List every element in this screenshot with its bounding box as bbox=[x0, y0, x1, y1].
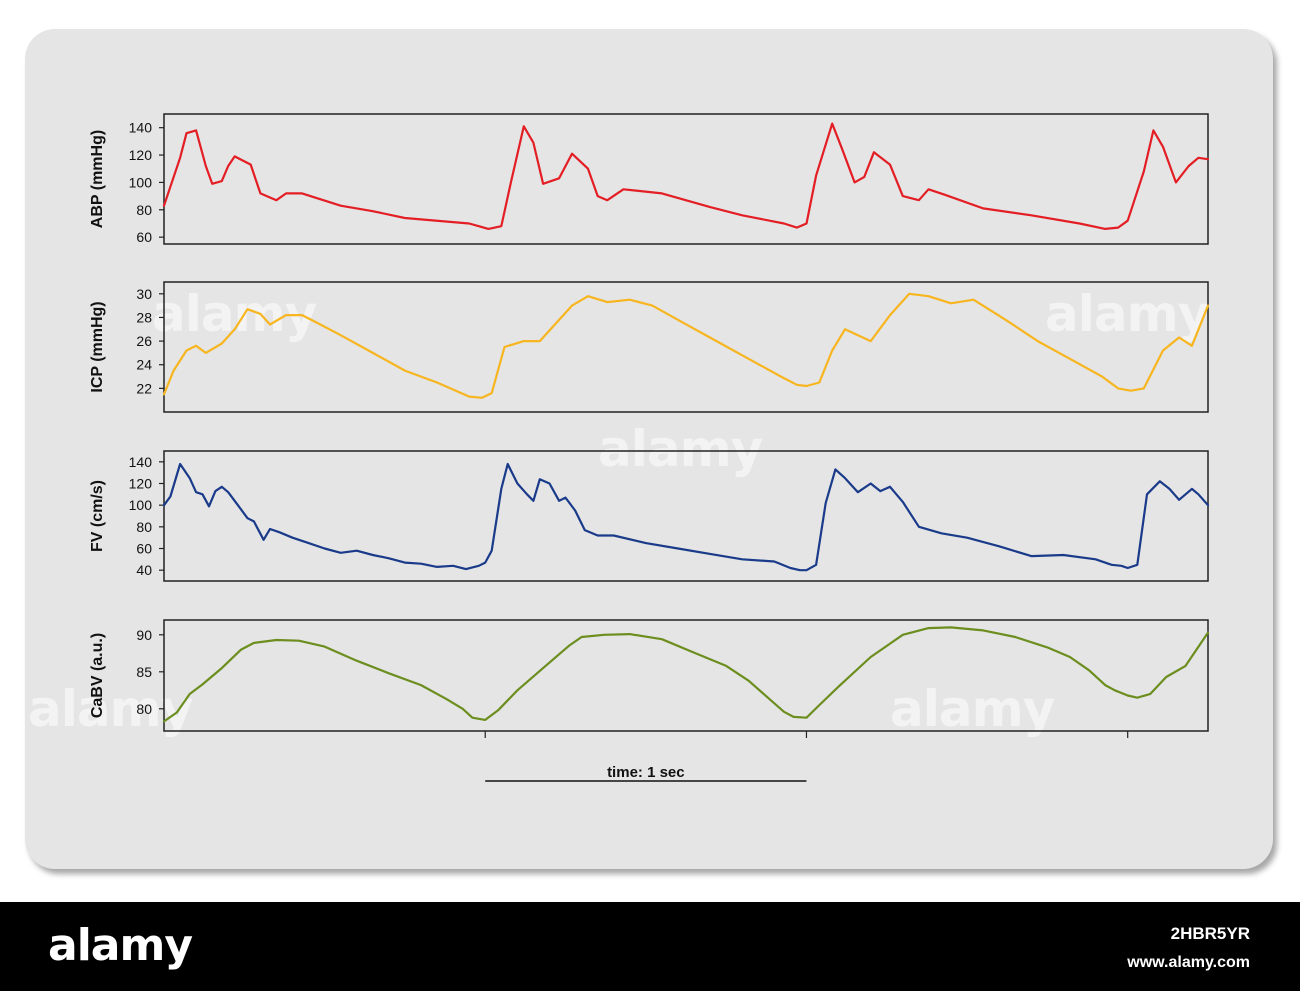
y-tick-label: 120 bbox=[129, 147, 153, 163]
watermark-5: alamy bbox=[890, 680, 1055, 738]
y-tick-label: 90 bbox=[136, 627, 152, 643]
y-tick-label: 140 bbox=[129, 120, 153, 136]
y-tick-label: 24 bbox=[136, 357, 152, 373]
time-scale-label: time: 1 sec bbox=[607, 764, 685, 781]
panel-frame-3 bbox=[163, 450, 1209, 582]
y-tick-label: 80 bbox=[136, 701, 152, 717]
image-id: 2HBR5YR bbox=[1170, 924, 1250, 943]
series-line-3 bbox=[162, 462, 1210, 572]
site-url: www.alamy.com bbox=[1127, 954, 1250, 971]
chart-card bbox=[25, 29, 1273, 869]
watermark-2: alamy bbox=[598, 420, 763, 478]
watermark-3: alamy bbox=[1045, 285, 1210, 343]
series-line-2 bbox=[162, 292, 1210, 399]
y-tick-label: 100 bbox=[129, 497, 153, 513]
series-line-4 bbox=[162, 626, 1210, 723]
y-tick-label: 80 bbox=[136, 519, 152, 535]
y-tick-label: 80 bbox=[136, 202, 152, 218]
panel-frame-1 bbox=[163, 113, 1209, 245]
y-tick-label: 28 bbox=[136, 309, 152, 325]
y-tick-label: 85 bbox=[136, 664, 152, 680]
y-axis-label: ABP (mmHg) bbox=[89, 130, 106, 228]
y-tick-label: 60 bbox=[136, 541, 152, 557]
y-tick-label: 40 bbox=[136, 562, 152, 578]
y-tick-label: 60 bbox=[136, 229, 152, 245]
physiological-waveform-chart: 60 80 100 120 140 ABP (mmHg) 22 24 26 28 30 ICP (mm… bbox=[89, 113, 1210, 782]
panel-frame-4 bbox=[163, 619, 1209, 732]
y-axis-label: CaBV (a.u.) bbox=[89, 633, 106, 718]
series-line-1 bbox=[162, 122, 1210, 230]
y-axis-label: FV (cm/s) bbox=[89, 480, 106, 552]
brand-logo: alamy bbox=[48, 920, 193, 971]
y-axis-label: ICP (mmHg) bbox=[89, 301, 106, 392]
watermark-4: alamy bbox=[28, 680, 193, 738]
y-tick-label: 100 bbox=[129, 174, 153, 190]
y-tick-label: 26 bbox=[136, 333, 152, 349]
panel-frame-2 bbox=[163, 281, 1209, 413]
y-tick-label: 30 bbox=[136, 286, 152, 302]
footer-bar: alamy 2HBR5YR www.alamy.com bbox=[0, 902, 1300, 991]
y-tick-label: 120 bbox=[129, 476, 153, 492]
y-tick-label: 22 bbox=[136, 380, 152, 396]
y-tick-label: 140 bbox=[129, 454, 153, 470]
